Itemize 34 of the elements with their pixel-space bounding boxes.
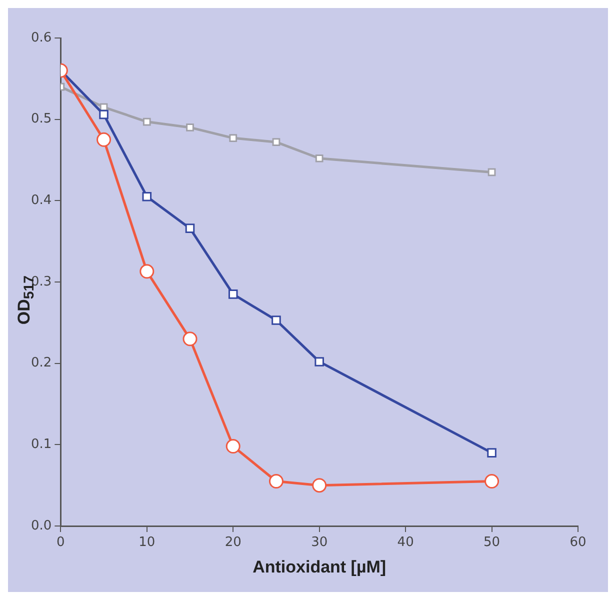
point [228,290,238,299]
x-tick-label: 20 [224,535,242,550]
point [140,264,154,279]
point [488,168,496,176]
y-tick-label: 0.0 [30,518,52,534]
point [182,332,198,346]
point [96,132,112,147]
y-tick-label: 0.6 [30,30,52,46]
y-tick-label: 0.5 [30,112,52,127]
point [186,124,194,132]
point [142,118,151,126]
point [268,474,284,489]
x-tick-label: 0 [56,535,65,550]
x-axis-title: Antioxidant [µM] [252,557,386,576]
point [185,224,195,233]
point [99,110,108,120]
point [229,134,238,142]
point [142,192,152,202]
x-tick-label: 50 [484,535,500,550]
y-tick-label: 0.4 [30,193,52,208]
point [312,478,327,493]
x-tick-label: 40 [397,535,414,550]
point [272,316,281,325]
y-tick-label: 0.1 [30,437,52,452]
point [272,138,280,146]
x-tick-label: 30 [311,535,328,550]
point [315,154,324,162]
x-tick-label: 10 [138,535,156,550]
point [484,474,500,489]
y-tick-label: 0.2 [30,356,52,371]
point [487,448,496,458]
point [226,439,240,454]
x-tick-label: 60 [570,535,586,550]
point [314,357,324,366]
